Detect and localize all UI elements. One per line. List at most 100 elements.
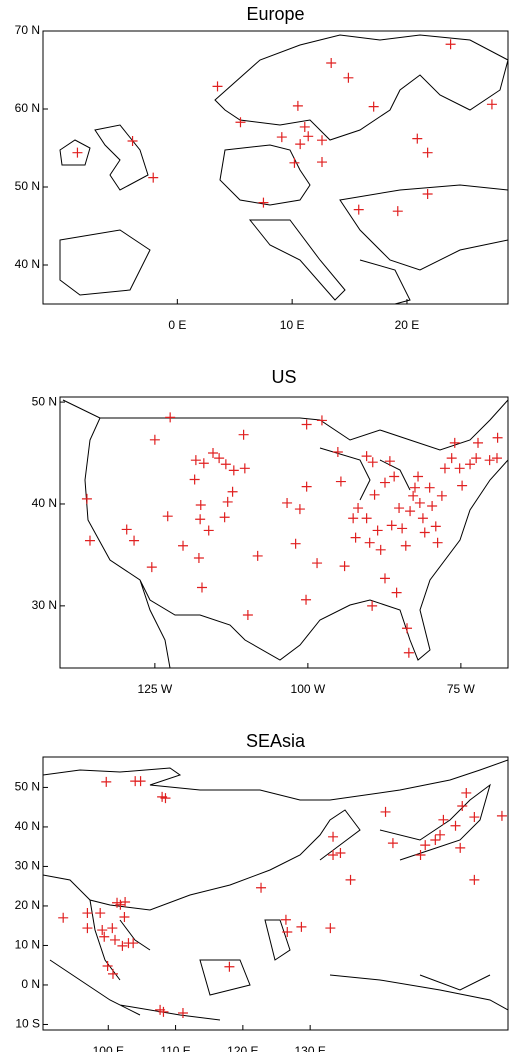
station-marker [212,81,223,92]
station-marker [350,532,361,543]
station-marker [457,800,468,811]
station-marker [469,812,480,823]
station-marker [107,968,118,979]
station-marker [280,914,291,925]
station-marker [135,776,146,787]
y-tick-label: 60 N [15,101,40,115]
station-marker [165,412,176,423]
x-tick-label: 120 E [227,1044,258,1052]
station-marker [328,831,339,842]
station-marker [128,938,139,949]
station-marker [110,934,121,945]
station-marker [282,927,293,938]
station-marker [101,776,112,787]
station-marker [158,1006,169,1017]
station-marker [469,874,480,885]
station-marker [367,600,378,611]
station-marker [219,512,230,523]
panel-title: SEAsia [246,731,306,751]
y-tick-label: 40 N [15,819,40,833]
station-marker [408,490,419,501]
y-tick-label: 40 N [32,496,57,510]
station-marker [72,147,83,158]
station-marker [256,882,267,893]
y-tick-label: 50 N [32,394,57,408]
coastlines [59,34,508,304]
x-tick-label: 75 W [447,682,476,696]
station-marker [148,172,159,183]
station-marker [328,849,339,860]
station-marker [339,561,350,572]
station-marker [380,806,391,817]
station-marker [449,437,460,448]
station-marker [457,480,468,491]
station-marker [471,453,482,464]
station-marker [282,497,293,508]
station-marker [292,100,303,111]
station-marker [414,497,425,508]
station-marker [446,453,457,464]
station-marker [203,525,214,536]
station-marker [415,849,426,860]
station-marker [400,540,411,551]
x-tick-label: 100 W [291,682,326,696]
station-marker [412,133,423,144]
map-frame [42,30,509,305]
station-marker [389,471,400,482]
station-marker [195,514,206,525]
y-tick-label: 70 N [15,23,40,37]
station-marker [361,513,372,524]
station-marker [214,453,225,464]
station-marker [239,463,250,474]
station-marker [436,490,447,501]
station-marker [496,810,507,821]
y-tick-label: 40 N [15,257,40,271]
station-marker [420,840,431,851]
station-marker [224,961,235,972]
station-marker [392,206,403,217]
station-marker [491,453,502,464]
station-marker [438,814,449,825]
station-marker [409,482,420,493]
station-marker [439,463,450,474]
station-marker [424,482,435,493]
station-marker [369,489,380,500]
x-tick-label: 20 E [395,318,420,332]
station-marker [361,451,372,462]
station-marker [58,912,69,923]
station-marker [149,434,160,445]
station-marker [81,493,92,504]
station-marker [222,496,233,507]
x-tick-label: 0 E [168,318,186,332]
station-marker [82,923,93,934]
station-marker [403,647,414,658]
station-marker [312,558,323,569]
station-marker [296,921,307,932]
panel-title: US [271,367,296,387]
station-marker [190,455,201,466]
station-marker [332,447,343,458]
station-marker [290,538,301,549]
station-marker [345,874,356,885]
station-marker [326,57,337,68]
station-marker [367,457,378,468]
station-marker [97,925,108,936]
station-marker [303,131,314,142]
station-marker [299,121,310,132]
x-tick-label: 10 E [280,318,305,332]
station-marker [435,829,446,840]
station-marker [405,506,416,517]
station-marker [484,455,495,466]
station-marker [473,437,484,448]
station-marker [195,499,206,510]
station-marker [289,157,300,168]
station-marker [445,39,456,50]
station-marker [465,459,476,470]
station-marker [397,523,408,534]
station-marker [343,72,354,83]
y-tick-label: 20 N [15,898,40,912]
station-marker [391,587,402,598]
station-marker [455,842,466,853]
station-marker [316,415,327,426]
